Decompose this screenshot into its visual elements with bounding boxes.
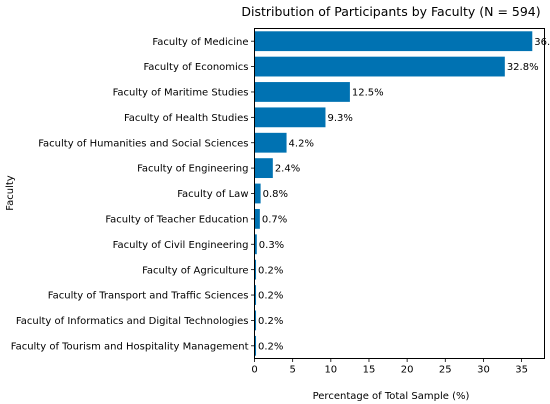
data-label: 36.4% — [534, 37, 550, 48]
y-tick-label: Faculty of Transport and Traffic Science… — [48, 291, 249, 302]
bar — [254, 82, 350, 102]
y-tick-label: Faculty of Health Studies — [124, 113, 249, 124]
data-label: 9.3% — [327, 113, 352, 124]
data-label: 32.8% — [507, 62, 539, 73]
bar — [254, 31, 533, 52]
bar — [254, 183, 261, 204]
x-tick-label: 5 — [289, 365, 295, 376]
bar — [254, 107, 326, 128]
data-label: 0.2% — [258, 316, 283, 327]
x-axis-label: Percentage of Total Sample (%) — [313, 391, 470, 402]
y-tick-label: Faculty of Law — [177, 189, 248, 200]
bar — [254, 310, 257, 331]
bar — [254, 259, 257, 280]
y-tick-label: Faculty of Teacher Education — [105, 214, 248, 225]
y-tick-label: Faculty of Informatics and Digital Techn… — [16, 316, 249, 327]
y-tick-label: Faculty of Engineering — [137, 164, 248, 175]
data-label: 0.3% — [259, 240, 284, 251]
y-tick-label: Faculty of Tourism and Hospitality Manag… — [11, 341, 249, 352]
data-label: 0.7% — [262, 214, 287, 225]
x-tick-label: 30 — [477, 365, 490, 376]
y-tick-label: Faculty of Humanities and Social Science… — [38, 138, 248, 149]
x-tick-label: 25 — [439, 365, 452, 376]
x-tick-label: 35 — [515, 365, 528, 376]
bar — [254, 208, 260, 229]
bar — [254, 158, 273, 179]
data-label: 12.5% — [352, 88, 384, 99]
bars-group — [254, 31, 533, 356]
data-label: 0.2% — [258, 341, 283, 352]
x-ticks-group: 0 5 10 15 20 25 30 35 — [251, 358, 528, 376]
x-tick-label: 0 — [251, 365, 257, 376]
x-tick-label: 10 — [324, 365, 337, 376]
y-tick-label: Faculty of Civil Engineering — [113, 240, 249, 251]
x-tick-label: 15 — [363, 365, 376, 376]
y-tick-labels-group: Faculty of Medicine Faculty of Economics F… — [11, 37, 255, 352]
data-label: 2.4% — [275, 164, 300, 175]
data-label: 0.8% — [263, 189, 288, 200]
bar — [254, 234, 257, 255]
y-tick-label: Faculty of Economics — [143, 62, 248, 73]
chart-title: Distribution of Participants by Faculty … — [241, 4, 540, 19]
bar — [254, 56, 505, 77]
x-tick-label: 20 — [401, 365, 414, 376]
data-label: 4.2% — [289, 138, 314, 149]
plot-frame — [254, 28, 545, 359]
bar — [254, 335, 257, 356]
bar — [254, 285, 257, 305]
y-tick-label: Faculty of Medicine — [152, 37, 248, 48]
bar — [254, 132, 287, 153]
y-tick-label: Faculty of Maritime Studies — [113, 88, 249, 99]
y-axis-label: Faculty — [5, 175, 16, 210]
data-labels-group: 36.4% 32.8% 12.5% 9.3% 4.2% 2.4% 0.8% 0.7% 0.3% 0… — [258, 37, 550, 353]
y-tick-label: Faculty of Agriculture — [142, 265, 248, 276]
data-label: 0.2% — [258, 291, 283, 302]
data-label: 0.2% — [258, 265, 283, 276]
